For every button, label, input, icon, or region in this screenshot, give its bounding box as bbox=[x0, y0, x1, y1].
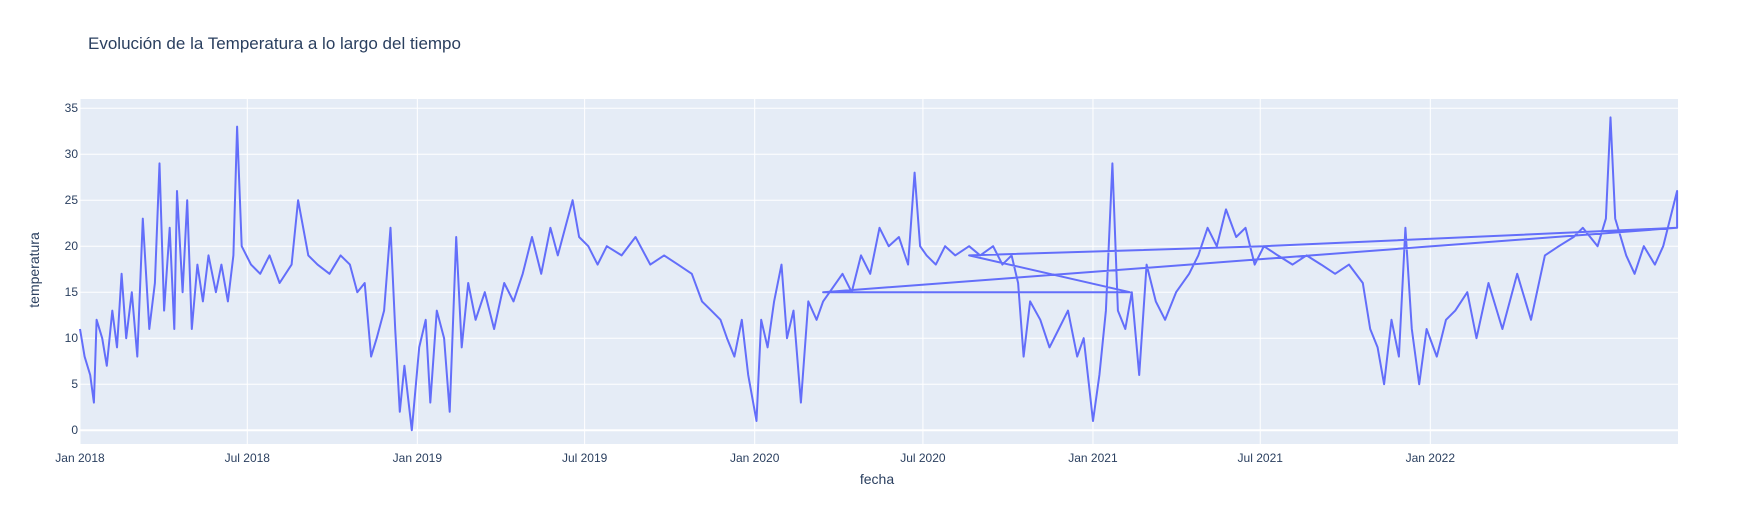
y-tick-label: 30 bbox=[65, 147, 79, 161]
y-tick-label: 15 bbox=[65, 285, 79, 299]
y-tick-label: 10 bbox=[65, 331, 79, 345]
y-tick-label: 35 bbox=[65, 101, 79, 115]
x-tick-label: Jan 2019 bbox=[393, 451, 443, 465]
y-tick-label: 5 bbox=[71, 377, 78, 391]
x-axis-title: fecha bbox=[860, 471, 894, 487]
x-tick-label: Jan 2022 bbox=[1406, 451, 1456, 465]
x-tick-label: Jul 2018 bbox=[225, 451, 271, 465]
y-axis-ticks: 0 5 10 15 20 25 30 35 bbox=[65, 101, 79, 437]
y-axis-title: temperatura bbox=[26, 232, 42, 308]
plot-background bbox=[80, 99, 1678, 444]
temperature-series-line bbox=[79, 116, 1679, 432]
y-tick-label: 25 bbox=[65, 193, 79, 207]
x-tick-label: Jan 2021 bbox=[1068, 451, 1118, 465]
y-tick-label: 0 bbox=[71, 423, 78, 437]
x-tick-label: Jul 2021 bbox=[1238, 451, 1284, 465]
x-tick-label: Jan 2020 bbox=[730, 451, 780, 465]
x-tick-label: Jan 2018 bbox=[55, 451, 105, 465]
x-tick-label: Jul 2020 bbox=[900, 451, 946, 465]
y-tick-label: 20 bbox=[65, 239, 79, 253]
chart-title: Evolución de la Temperatura a lo largo d… bbox=[88, 34, 461, 53]
x-tick-label: Jul 2019 bbox=[562, 451, 608, 465]
gridlines bbox=[79, 99, 1678, 444]
x-axis-ticks: Jan 2018 Jul 2018 Jan 2019 Jul 2019 Jan 2020… bbox=[55, 451, 1455, 465]
